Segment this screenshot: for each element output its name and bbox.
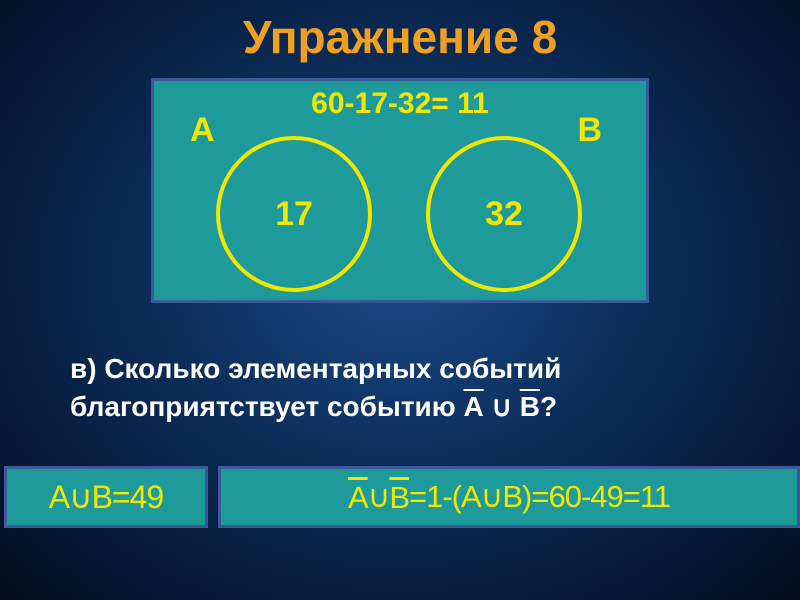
venn-diagram-box: 60-17-32= 11 А В 17 32 <box>151 78 649 303</box>
set-b-label: В <box>577 111 602 150</box>
circle-b-value: 32 <box>485 195 523 234</box>
calc-top: 60-17-32= 11 <box>154 87 646 121</box>
question-text: в) Сколько элементарных событий благопри… <box>70 350 750 426</box>
b-complement: В <box>520 391 540 422</box>
question-suffix: ? <box>540 391 557 422</box>
circle-b: 32 <box>426 136 582 292</box>
answer2-gap: ∪ <box>368 479 390 515</box>
question-line2-prefix: благоприятствует событию <box>70 391 463 422</box>
answer2-b-bar: В <box>389 482 409 513</box>
circle-a-value: 17 <box>275 195 313 234</box>
union-symbol: ∪ <box>484 391 520 422</box>
circle-a: 17 <box>216 136 372 292</box>
a-complement: А <box>463 391 483 422</box>
answer2-rest: =1-(А∪В)=60-49=11 <box>409 479 670 515</box>
answer-box-2: А ∪ В=1-(А∪В)=60-49=11 <box>218 466 800 528</box>
answer1-text: А∪В=49 <box>49 478 163 516</box>
answer-box-1: А∪В=49 <box>4 466 208 528</box>
set-a-label: А <box>190 111 215 150</box>
answer2-a-bar: А <box>348 482 368 513</box>
page-title: Упражнение 8 <box>0 10 800 64</box>
question-line1: в) Сколько элементарных событий <box>70 353 561 384</box>
